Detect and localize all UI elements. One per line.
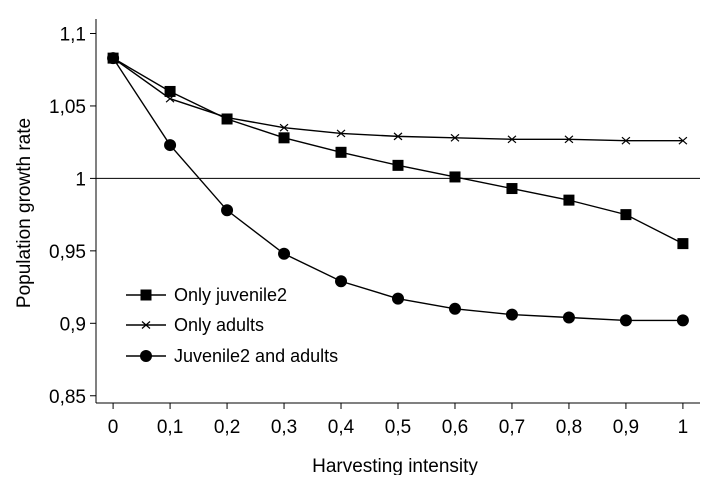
legend-marker (140, 289, 152, 301)
legend-label: Juvenile2 and adults (174, 346, 338, 366)
data-point (393, 132, 403, 141)
data-point (564, 135, 574, 144)
x-tick-label: 1 (678, 417, 689, 438)
data-point (506, 183, 518, 195)
x-tick-label: 0,7 (499, 417, 525, 438)
data-point (165, 94, 175, 103)
x-marker-stroke (678, 136, 688, 145)
data-point (278, 247, 291, 260)
series-line (112, 57, 683, 142)
data-point (107, 52, 120, 65)
y-tick-label: 0,85 (49, 387, 86, 408)
data-point (221, 204, 234, 217)
legend: Only juvenile2 Only adults Juvenile2 and a… (126, 285, 338, 366)
data-point (335, 275, 348, 288)
y-tick-label: 0,9 (60, 314, 86, 335)
data-point (448, 302, 461, 315)
series-circle (107, 52, 689, 327)
x-marker-stroke (564, 135, 574, 144)
x-tick-label: 0,2 (214, 417, 240, 438)
x-marker-stroke (507, 135, 517, 144)
series-line (112, 57, 683, 322)
x-marker-stroke (450, 133, 460, 142)
legend-item: Only juvenile2 (126, 285, 287, 305)
x-tick-label: 0,6 (442, 417, 468, 438)
x-tick-label: 0,4 (328, 417, 355, 438)
axes: 0,85 0,9 0,95 1 1,05 1,1 0 0,1 0,2 0,3 0,4 0,5 0,6 0,… (49, 19, 700, 438)
data-point (392, 159, 404, 171)
data-point (164, 85, 176, 97)
y-tick-label: 1 (75, 169, 86, 190)
data-point (164, 139, 177, 152)
x-marker-stroke (222, 113, 232, 122)
x-tick-label: 0,9 (613, 417, 639, 438)
legend-marker (141, 321, 151, 329)
x-marker-stroke (336, 129, 346, 138)
series-x (108, 54, 688, 145)
data-point (336, 129, 346, 138)
data-point (619, 314, 632, 327)
legend-item: Only adults (126, 315, 264, 335)
x-tick-label: 0,8 (556, 417, 582, 438)
series-line (112, 57, 684, 245)
legend-item: Juvenile2 and adults (126, 346, 338, 366)
data-point (221, 113, 233, 125)
x-tick-label: 0,3 (271, 417, 297, 438)
x-marker-stroke (621, 136, 631, 145)
y-tick-label: 0,95 (49, 242, 86, 263)
x-marker-stroke (393, 132, 403, 141)
x-marker-stroke (141, 321, 151, 329)
legend-label: Only adults (174, 315, 264, 335)
y-tick-label: 1,05 (49, 97, 86, 118)
data-point (562, 311, 575, 324)
data-point (335, 146, 347, 158)
y-axis-title: Population growth rate (14, 118, 35, 308)
series-square (107, 52, 689, 250)
data-point (677, 238, 689, 250)
x-axis-title: Harvesting intensity (312, 456, 478, 475)
series-layer (107, 52, 689, 327)
y-tick-label: 1,1 (60, 24, 86, 45)
data-point (450, 133, 460, 142)
x-tick-label: 0,5 (385, 417, 411, 438)
x-marker-stroke (279, 123, 289, 132)
data-point (563, 194, 575, 206)
data-point (222, 113, 232, 122)
data-point (505, 308, 518, 321)
data-point (392, 292, 404, 305)
x-tick-label: 0,1 (157, 417, 183, 438)
data-point (678, 136, 688, 145)
legend-label: Only juvenile2 (174, 285, 287, 305)
data-point (278, 132, 290, 144)
data-point (279, 123, 289, 132)
data-point (507, 135, 517, 144)
data-point (620, 209, 632, 221)
data-point (449, 171, 461, 183)
legend-marker (140, 350, 152, 362)
data-point (676, 314, 689, 327)
x-marker-stroke (165, 94, 175, 103)
x-tick-label: 0 (108, 417, 119, 438)
data-point (621, 136, 631, 145)
